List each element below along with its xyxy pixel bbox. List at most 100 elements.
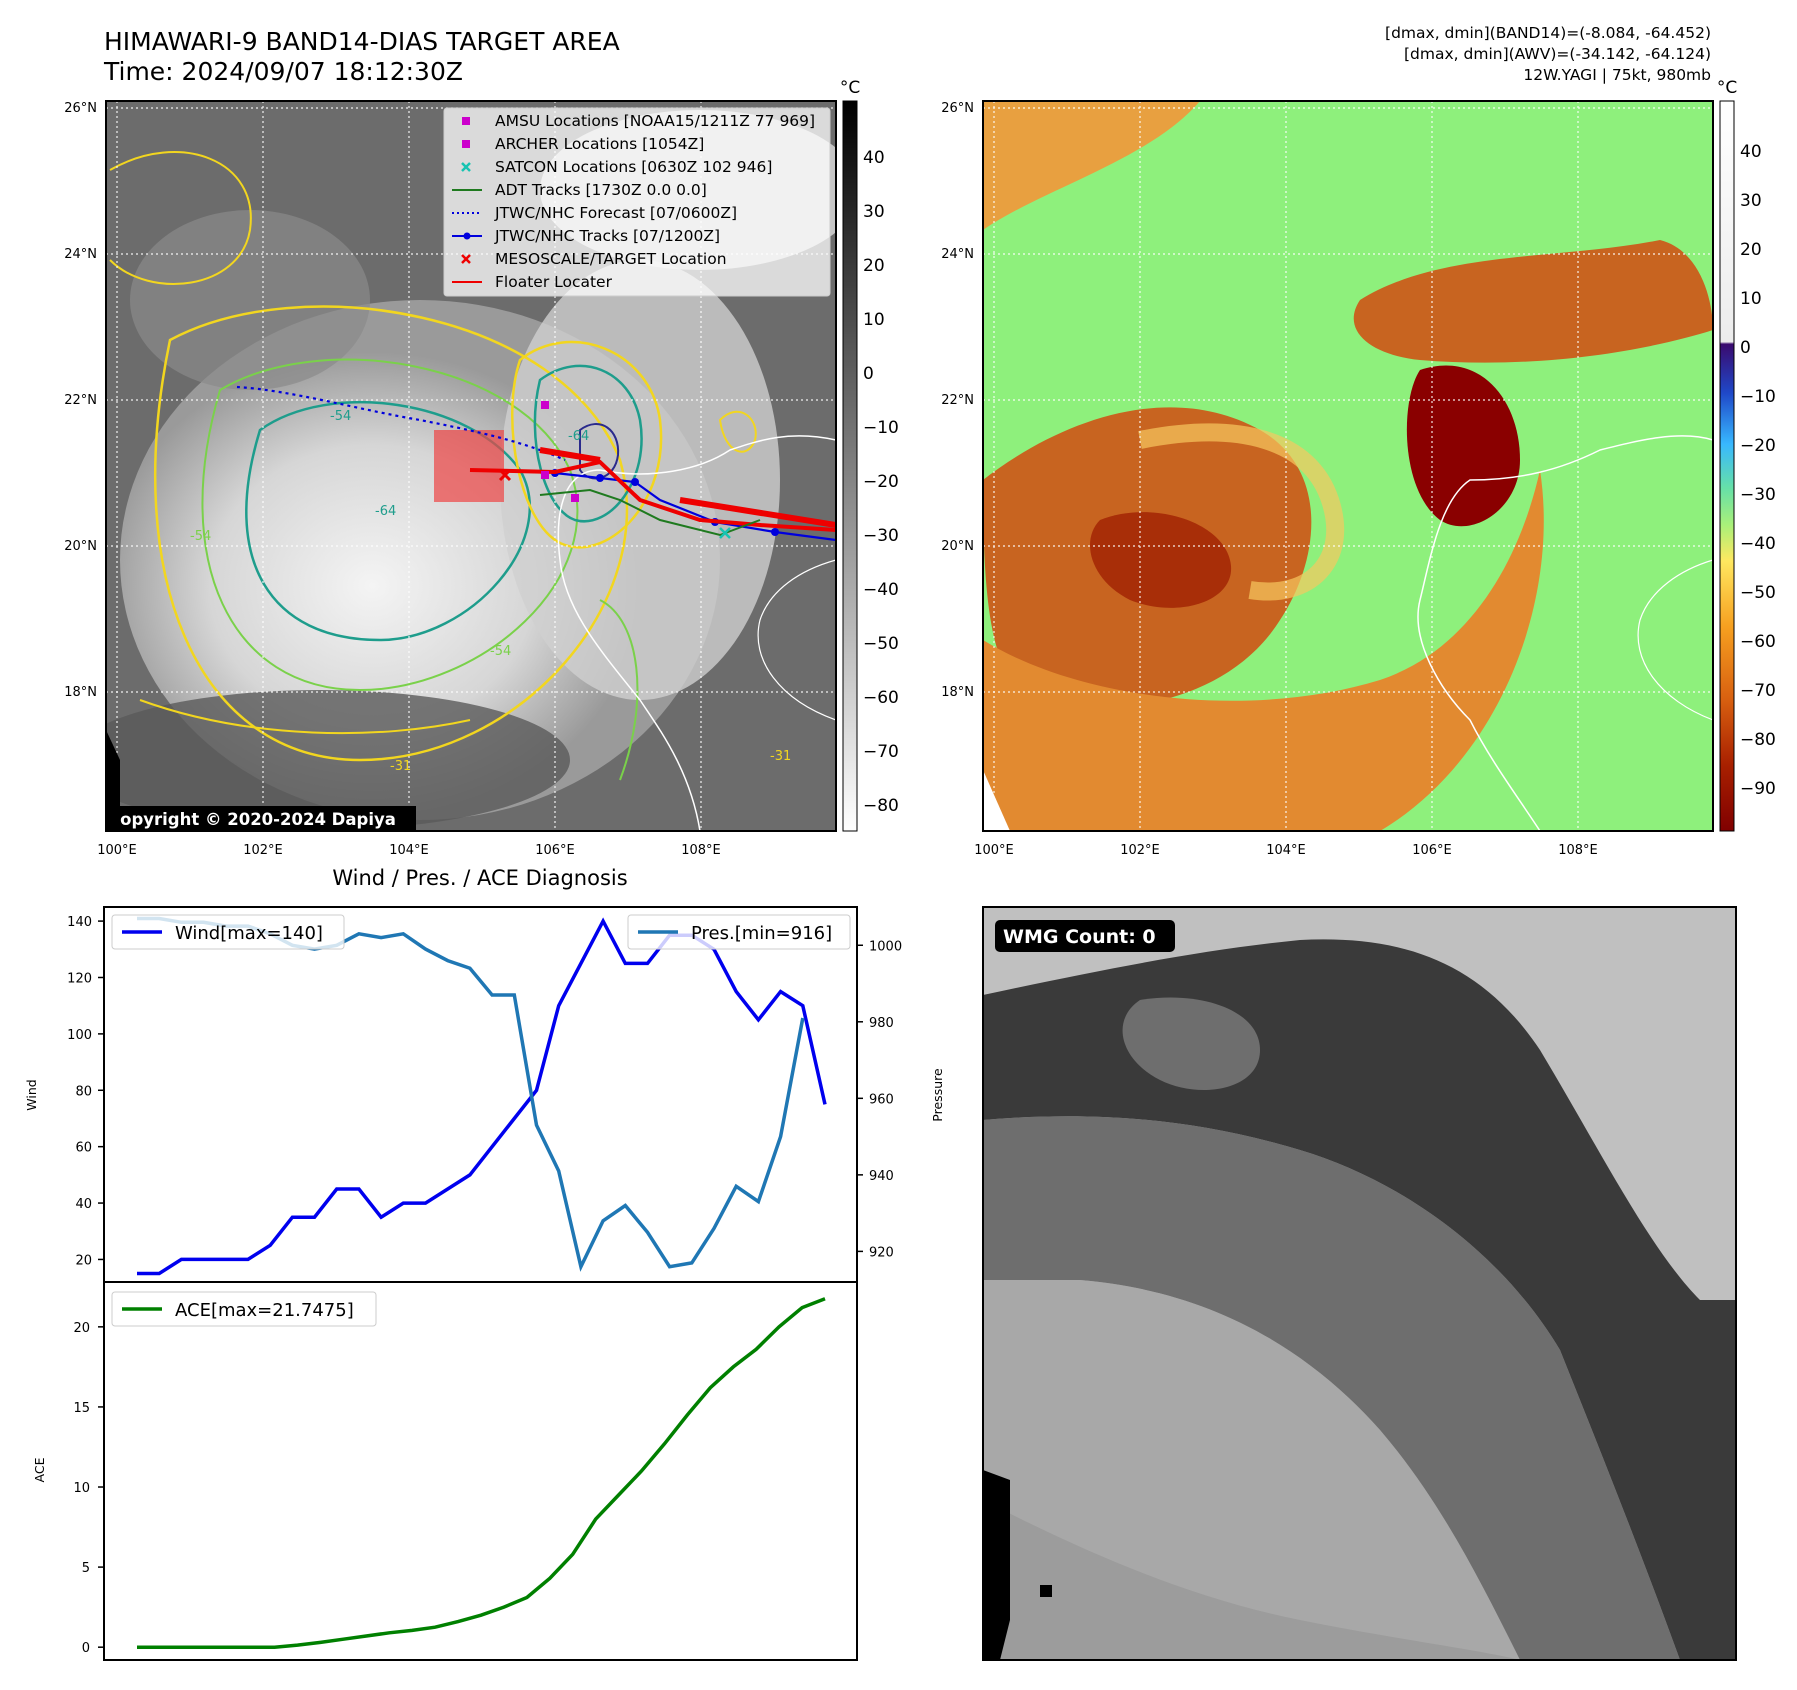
awv-coastline [1417,435,1713,831]
copyright-label: Copyright © 2020-2024 Dapiya [108,810,396,829]
ir-colorbar-unit: °C [840,78,860,98]
ir-lon-labels: 100°E 102°E 104°E 106°E 108°E [97,843,721,858]
pressure-axis-label: Pressure [930,1068,945,1122]
lat-label: 24°N [64,247,97,262]
floater-locater-track [469,459,836,532]
ir-map-panel: -64 -54 -64 -54 -31 -31 -54 [64,78,899,858]
ir-colorbar-tick: −70 [863,742,899,762]
ir-colorbar-tick: 0 [863,364,874,384]
ir-colorbar-ticks: 40 30 20 10 0 −10 −20 −30 −40 −50 −60 −7… [863,148,899,816]
wind-tick-label: 40 [75,1197,92,1212]
lat-label: 22°N [64,393,97,408]
wind-legend-label: Wind[max=140] [175,923,323,944]
awv-colorbar-tick: 30 [1740,191,1762,211]
contour-label: -54 [330,409,351,424]
legend-satcon: SATCON Locations [0630Z 102 946] [495,158,772,176]
wind-tick-label: 140 [67,915,92,930]
pressure-tick-label: 980 [869,1016,894,1031]
awv-map-frame [982,100,1714,832]
awv-colorbar-tick: 0 [1740,338,1751,358]
ace-tick-label: 5 [82,1561,90,1576]
legend-floater: Floater Locater [495,273,613,291]
contour-label: -31 [770,749,791,764]
ir-colorbar-tick: 10 [863,310,885,330]
awv-colorbar-tick: −50 [1740,583,1776,603]
ace-series-line [137,1297,826,1649]
lon-label: 102°E [243,843,283,858]
lat-label: 22°N [941,393,974,408]
lon-label: 108°E [681,843,721,858]
lon-label: 104°E [1266,843,1306,858]
band14-range: [dmax, dmin](BAND14)=(-8.084, -64.452) [1385,24,1711,42]
ir-colorbar [842,100,858,832]
lon-label: 108°E [1558,843,1598,858]
legend-satcon-marker [461,162,471,172]
legend-archer-marker [462,140,470,148]
wind-tick-label: 60 [75,1141,92,1156]
lat-label: 18°N [64,685,97,700]
pressure-tick-label: 1000 [869,939,902,954]
satcon-location [719,527,731,539]
diagnosis-title: Wind / Pres. / ACE Diagnosis [332,866,627,890]
lon-label: 100°E [974,843,1014,858]
awv-map-gridlines [983,101,1713,831]
wind-ticks: 20 40 60 80 100 120 140 [67,915,104,1268]
awv-colorbar-ticks: 40 30 20 10 0 −10 −20 −30 −40 −50 −60 −7… [1740,142,1776,799]
lat-label: 20°N [64,539,97,554]
lat-label: 26°N [64,101,97,116]
legend-forecast: JTWC/NHC Forecast [07/0600Z] [494,204,737,222]
contour-mid [201,358,579,692]
legend-mesoscale-marker [461,254,471,264]
awv-lon-labels: 100°E 102°E 104°E 106°E 108°E [974,843,1598,858]
lon-label: 104°E [389,843,429,858]
awv-colorbar-tick: 10 [1740,289,1762,309]
wind-legend: Wind[max=140] [111,914,345,950]
legend-besttrack: JTWC/NHC Tracks [07/1200Z] [494,227,720,245]
legend-amsu: AMSU Locations [NOAA15/1211Z 77 969] [495,112,815,130]
awv-colorbar-tick: 20 [1740,240,1762,260]
awv-lat-labels: 26°N 24°N 22°N 20°N 18°N [941,101,974,700]
coastline [557,435,836,831]
wmg-count-badge [995,920,1175,952]
lon-label: 102°E [1120,843,1160,858]
figure-time: Time: 2024/09/07 18:12:30Z [103,57,463,86]
lat-label: 26°N [941,101,974,116]
amsu-location [541,401,549,409]
legend-adt: ADT Tracks [1730Z 0.0 0.0] [495,181,707,199]
legend-archer: ARCHER Locations [1054Z] [495,135,704,153]
awv-colorbar-tick: −20 [1740,436,1776,456]
contour-warm [153,305,629,762]
wmg-panel: WMG Count: 0 [982,906,1737,1661]
ace-axes [103,1281,858,1661]
ace-plot: 0 5 10 15 20 ACE ACE[max=21.7475] [32,1281,858,1661]
ir-colorbar-tick: −50 [863,634,899,654]
wind-pres-axes [103,906,858,1283]
awv-colorbar-tick: −70 [1740,681,1776,701]
awv-colorbar-unit: °C [1717,78,1737,98]
lon-label: 100°E [97,843,137,858]
ace-tick-label: 20 [73,1321,90,1336]
lon-label: 106°E [535,843,575,858]
ir-map-legend: AMSU Locations [NOAA15/1211Z 77 969] ARC… [443,107,831,297]
lon-label: 106°E [1412,843,1452,858]
ir-colorbar-tick: −20 [863,472,899,492]
awv-colorbar-tick: −90 [1740,779,1776,799]
ace-legend: ACE[max=21.7475] [111,1291,377,1327]
ace-tick-label: 15 [73,1401,90,1416]
contour-label: -64 [375,504,396,519]
contour-label: -31 [390,759,411,774]
contour-label: -54 [490,644,511,659]
ir-map-frame [105,100,837,832]
archer-location [541,471,549,479]
wind-tick-label: 120 [67,971,92,986]
lat-label: 20°N [941,539,974,554]
wind-tick-label: 80 [75,1084,92,1099]
ir-colorbar-tick: 30 [863,202,885,222]
ace-ticks: 0 5 10 15 20 [73,1321,104,1656]
contour-label: -64 [568,429,589,444]
awv-dry-core [1406,365,1520,527]
mesoscale-target-box [434,430,504,502]
awv-map-panel: 26°N 24°N 22°N 20°N 18°N 100°E 102°E 104… [941,78,1776,858]
ace-legend-label: ACE[max=21.7475] [175,1300,354,1321]
